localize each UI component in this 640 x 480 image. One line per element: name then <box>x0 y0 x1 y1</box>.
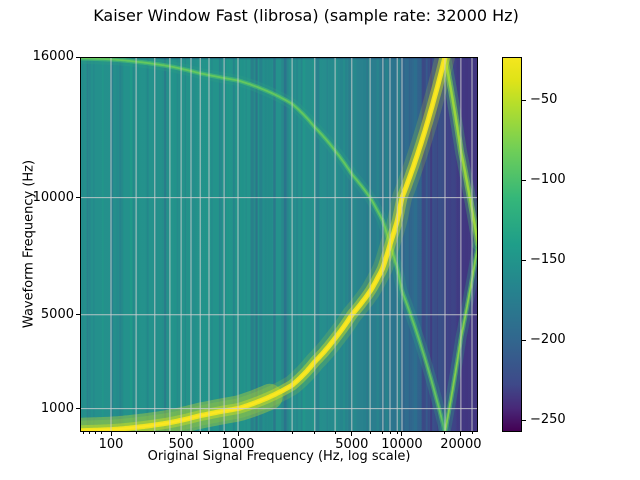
x-minor-tick-mark <box>396 432 398 434</box>
x-minor-tick-mark <box>382 432 384 434</box>
y-tick-mark <box>76 197 80 199</box>
x-minor-tick-mark <box>101 432 103 434</box>
x-minor-tick-mark <box>389 432 391 434</box>
x-tick-mark <box>237 432 239 436</box>
x-tick-label: 10000 <box>381 437 423 452</box>
x-tick-label: 100 <box>98 437 124 452</box>
colorbar-tick-label: −50 <box>530 92 558 108</box>
y-tick-label: 1000 <box>40 400 74 416</box>
colorbar <box>502 57 522 432</box>
x-tick-mark <box>110 432 112 436</box>
x-minor-tick-mark <box>95 432 97 434</box>
x-minor-tick-mark <box>223 432 225 434</box>
x-tick-mark <box>180 432 182 436</box>
x-tick-mark <box>460 432 462 436</box>
x-minor-tick-mark <box>471 432 473 434</box>
x-minor-tick-mark <box>291 432 293 434</box>
x-tick-label: 20000 <box>440 437 482 452</box>
x-minor-tick-mark <box>135 432 137 434</box>
colorbar-gradient <box>503 58 521 431</box>
colorbar-tick-mark <box>522 339 526 341</box>
x-minor-tick-mark <box>199 432 201 434</box>
x-tick-label: 5000 <box>335 437 369 452</box>
x-minor-tick-mark <box>190 432 192 434</box>
x-tick-label: 500 <box>168 437 194 452</box>
colorbar-tick-label: −250 <box>530 412 566 427</box>
colorbar-tick-label: −150 <box>530 252 566 268</box>
x-minor-tick-mark <box>169 432 171 434</box>
x-minor-tick-mark <box>334 432 336 434</box>
x-minor-tick-mark <box>314 432 316 434</box>
chart-title: Kaiser Window Fast (librosa) (sample rat… <box>93 6 519 25</box>
x-minor-tick-mark <box>83 432 85 434</box>
x-minor-tick-mark <box>89 432 91 434</box>
colorbar-tick-label: −200 <box>530 332 566 348</box>
y-axis-label: Waveform Frequency (Hz) <box>21 159 37 329</box>
y-tick-mark <box>76 56 80 58</box>
x-minor-tick-mark <box>369 432 371 434</box>
x-minor-tick-mark <box>444 432 446 434</box>
y-tick-label: 10000 <box>32 189 74 205</box>
y-tick-label: 5000 <box>40 306 74 322</box>
colorbar-tick-label: −100 <box>530 172 566 187</box>
x-minor-tick-mark <box>154 432 156 434</box>
x-minor-tick-mark <box>208 432 210 434</box>
x-tick-label: 1000 <box>221 437 255 452</box>
y-tick-label: 16000 <box>32 49 74 64</box>
colorbar-tick-mark <box>522 259 526 261</box>
y-tick-mark <box>76 314 80 316</box>
x-tick-mark <box>351 432 353 436</box>
x-axis-label: Original Signal Frequency (Hz, log scale… <box>147 449 411 464</box>
x-tick-mark <box>401 432 403 436</box>
heatmap-plot-area <box>80 57 478 432</box>
colorbar-tick-mark <box>522 419 526 421</box>
colorbar-tick-mark <box>522 99 526 101</box>
colorbar-tick-mark <box>522 179 526 181</box>
y-tick-mark <box>76 408 80 410</box>
